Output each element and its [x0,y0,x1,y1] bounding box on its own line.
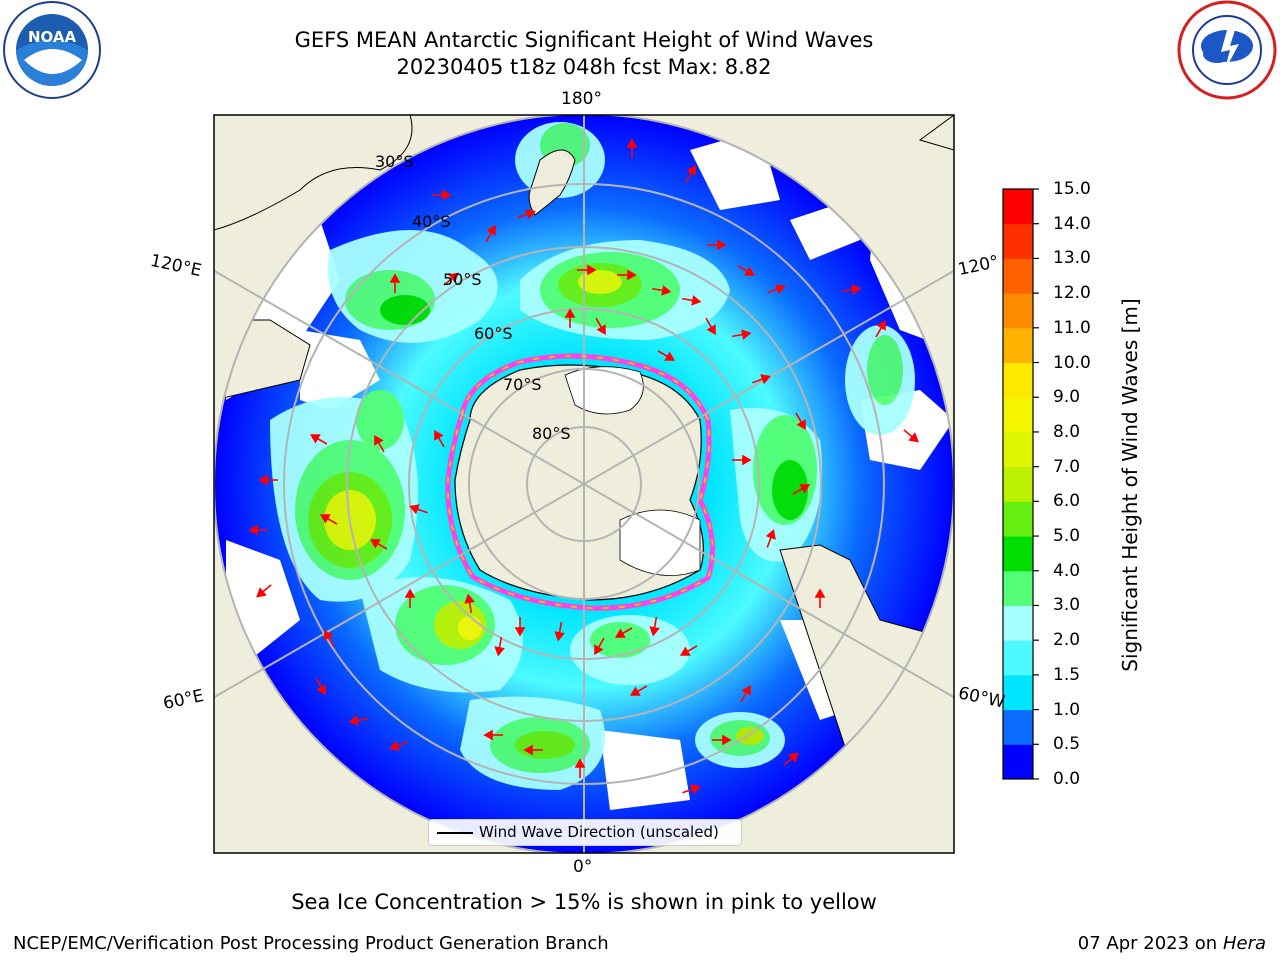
colorbar-tick-label: 3.0 [1053,595,1081,616]
colorbar-tick-label: 5.0 [1053,526,1081,547]
colorbar-tick-label: 1.0 [1053,699,1081,720]
colorbar-tick-label: 0.5 [1053,734,1081,755]
map-legend: Wind Wave Direction (unscaled) [428,819,742,846]
colorbar-tick-label: 11.0 [1053,317,1091,338]
colorbar-segment [1003,362,1033,398]
wind-direction-arrows [248,138,919,795]
colorbar-tick-label: 8.0 [1053,421,1081,442]
footer-credit: NCEP/EMC/Verification Post Processing Pr… [13,933,609,954]
colorbar-tick-label: 13.0 [1053,248,1091,269]
colorbar-segment [1003,293,1033,329]
lat-label-80s: 80°S [532,424,571,443]
colorbar-label: Significant Height of Wind Waves [m] [1118,298,1142,672]
lat-label-60s: 60°S [474,324,513,343]
lat-label-50s: 50°S [443,270,482,289]
lon-label-180: 180° [561,89,602,109]
colorbar-segment [1003,258,1033,294]
colorbar-tick-label: 12.0 [1053,283,1091,304]
chart-title: GEFS MEAN Antarctic Significant Height o… [294,28,874,52]
footer-date-text: 07 Apr 2023 on [1077,933,1218,954]
colorbar [1003,188,1039,780]
noaa-logo-text: NOAA [28,28,77,46]
footer-machine: Hera [1222,933,1266,954]
colorbar-tick-label: 4.0 [1053,560,1081,581]
colorbar-tick-label: 15.0 [1053,179,1091,199]
colorbar-segment [1003,605,1033,641]
colorbar-segment [1003,674,1033,711]
noaa-logo: NOAA [3,1,101,99]
nws-logo [1177,0,1277,100]
colorbar-segment [1003,744,1033,780]
legend-label: Wind Wave Direction (unscaled) [479,823,719,841]
colorbar-segment [1003,536,1033,572]
colorbar-tick-label: 2.0 [1053,630,1081,651]
colorbar-tick-label: 14.0 [1053,213,1091,234]
footer-date: 07 Apr 2023 on Hera [1078,933,1266,954]
colorbar-segment [1003,397,1033,433]
colorbar-tick-label: 6.0 [1053,491,1081,512]
colorbar-tick-label: 1.5 [1053,664,1081,685]
lat-label-30s: 30°S [375,152,414,171]
colorbar-segment [1003,189,1033,225]
colorbar-segment [1003,466,1033,502]
colorbar-segment [1003,223,1033,259]
colorbar-segment [1003,327,1033,364]
colorbar-segment [1003,501,1033,537]
lon-label-0: 0° [573,857,593,877]
colorbar-segment [1003,640,1033,676]
colorbar-segment [1003,709,1033,745]
colorbar-tick-label: 10.0 [1053,352,1091,373]
chart-subtitle: 20230405 t18z 048h fcst Max: 8.82 [396,55,772,79]
legend-line-sample [437,832,473,834]
colorbar-segment [1003,431,1033,468]
colorbar-tick-label: 7.0 [1053,456,1081,477]
lat-label-70s: 70°S [503,375,542,394]
colorbar-segment [1003,570,1033,606]
colorbar-tick-label: 0.0 [1053,769,1081,789]
sea-ice-note: Sea Ice Concentration > 15% is shown in … [291,890,877,914]
colorbar-tick-label: 9.0 [1053,387,1081,408]
lat-label-40s: 40°S [412,212,451,231]
